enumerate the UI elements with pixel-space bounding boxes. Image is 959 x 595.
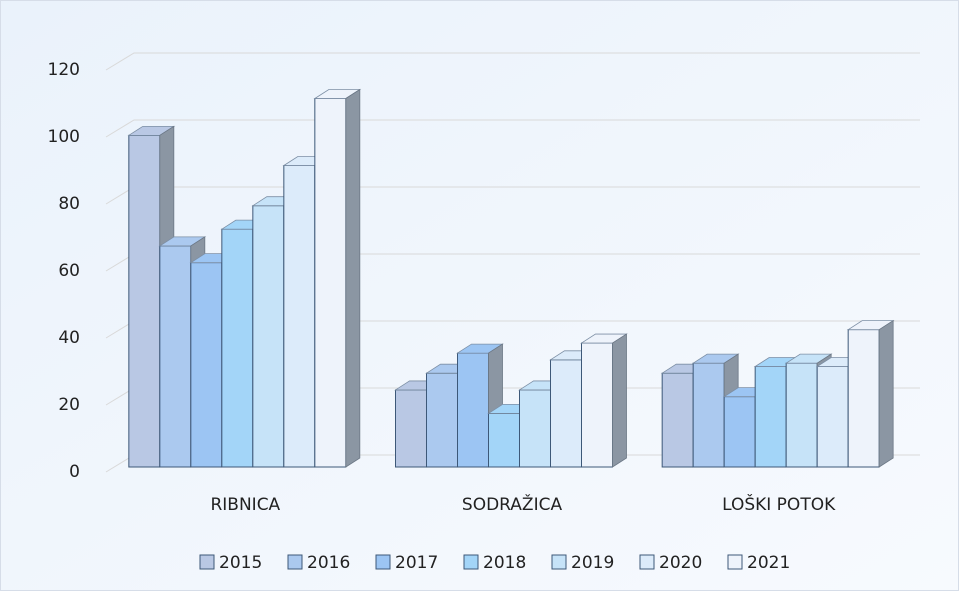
y-tick-label: 60 (58, 261, 80, 281)
legend-label: 2015 (219, 553, 262, 573)
bar-front (128, 134, 161, 468)
bar-front (661, 372, 694, 468)
bar-side (345, 88, 361, 468)
bar-front (692, 362, 725, 468)
legend-label: 2021 (747, 553, 790, 573)
legend-swatch (727, 554, 743, 570)
legend-swatch (551, 554, 567, 570)
bar-front (395, 389, 427, 468)
y-tick-label: 20 (58, 395, 80, 415)
bar-front (426, 372, 458, 468)
legend-swatch (463, 554, 479, 570)
bar-front (283, 165, 316, 468)
legend-label: 2016 (307, 553, 350, 573)
x-tick-label: LOŠKI POTOK (722, 493, 836, 515)
bar-front (581, 342, 613, 468)
bar-front (159, 245, 192, 468)
y-tick-label: 120 (48, 60, 80, 80)
bar-front (252, 205, 285, 468)
grid-line (105, 52, 920, 71)
legend-label: 2017 (395, 553, 438, 573)
x-tick-label: SODRAŽICA (462, 493, 563, 515)
bar-side (878, 319, 894, 468)
y-tick-label: 100 (48, 127, 80, 147)
bar-front (785, 362, 818, 468)
bar-front (488, 412, 520, 468)
bar-front (816, 366, 849, 468)
legend-label: 2020 (659, 553, 702, 573)
bar-front (221, 228, 254, 468)
legend-swatch (375, 554, 391, 570)
bar-front (847, 329, 880, 468)
y-tick-label: 40 (58, 328, 80, 348)
bar-side (612, 333, 627, 468)
bar-front (754, 366, 787, 468)
bar-front (723, 396, 756, 468)
grid-line (105, 119, 920, 138)
bar-front (190, 262, 223, 468)
legend-swatch (639, 554, 655, 570)
x-tick-label: RIBNICA (210, 495, 280, 515)
y-tick-label: 80 (58, 194, 80, 214)
legend-swatch (287, 554, 303, 570)
bar-front (457, 352, 489, 468)
legend-swatch (199, 554, 215, 570)
bar-front (314, 98, 347, 468)
legend-label: 2019 (571, 553, 614, 573)
y-tick-label: 0 (69, 462, 80, 482)
legend-label: 2018 (483, 553, 526, 573)
bar-front (519, 389, 551, 468)
bar-front (550, 359, 582, 468)
